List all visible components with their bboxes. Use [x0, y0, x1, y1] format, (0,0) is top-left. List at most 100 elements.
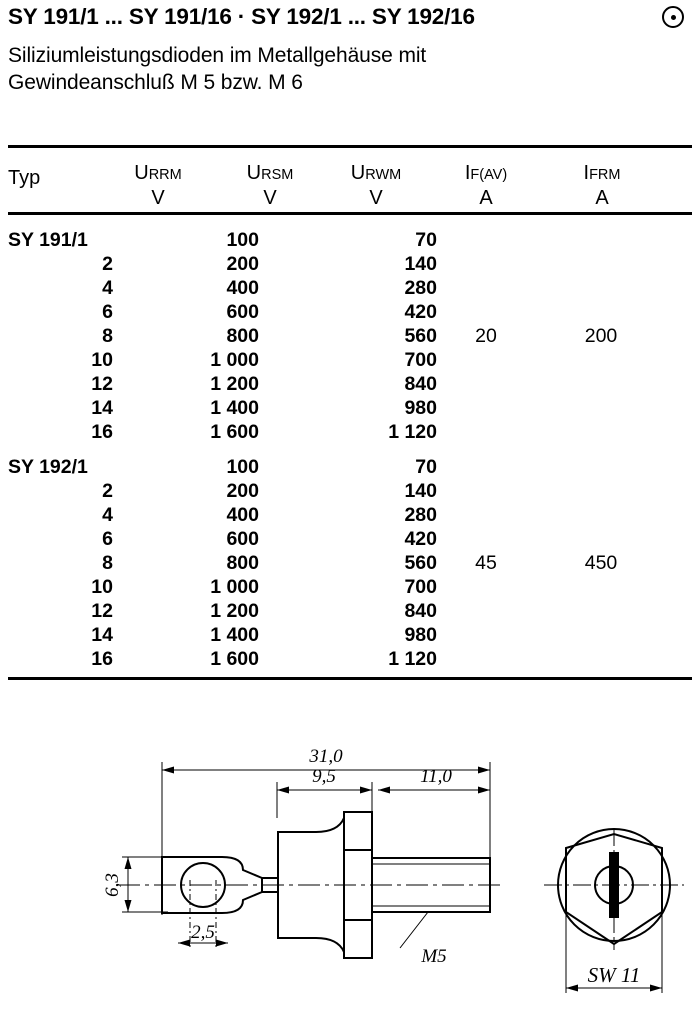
urwm-subscript: RWM — [365, 167, 402, 183]
urwm-value-cell: 70 — [415, 456, 437, 478]
urwm-value-cell: 140 — [404, 480, 437, 502]
arrow-lug-bottom — [124, 900, 132, 912]
table-bottom-rule — [8, 677, 692, 680]
urwm-value-cell: 1 120 — [388, 421, 437, 443]
arrow-total-right — [478, 766, 490, 774]
ursm-symbol: U — [246, 162, 262, 184]
type-suffix-cell: 6 — [102, 528, 113, 550]
urwm-value-cell: 280 — [404, 504, 437, 526]
package-outline-drawing: 31,0 9,5 11,0 6,3 2,5 M5 SW 11 — [0, 700, 700, 1014]
urrm-value-cell: 1 000 — [210, 576, 259, 598]
urrm-value-cell: 1 000 — [210, 349, 259, 371]
ifav-value-cell: 45 — [475, 552, 497, 574]
type-suffix-cell: 12 — [91, 600, 113, 622]
urwm-value-cell: 560 — [404, 325, 437, 347]
type-suffix-cell: 6 — [102, 301, 113, 323]
ifrm-symbol: I — [583, 162, 590, 184]
thread-label: M5 — [420, 946, 446, 967]
arrow-body-left — [277, 786, 289, 794]
dim-label-lug-height: 6,3 — [102, 873, 123, 897]
urrm-value-cell: 1 400 — [210, 397, 259, 419]
arrow-thread-left — [378, 786, 390, 794]
urwm-value-cell: 560 — [404, 552, 437, 574]
urrm-value-cell: 1 600 — [210, 648, 259, 670]
column-header-typ: Typ — [8, 167, 41, 189]
urrm-subscript: RRM — [148, 167, 182, 183]
type-suffix-cell: 16 — [91, 421, 113, 443]
ifav-symbol: I — [464, 162, 471, 184]
urrm-value-cell: 100 — [226, 456, 259, 478]
arrow-sw-right — [650, 984, 662, 992]
type-suffix-cell: 16 — [91, 648, 113, 670]
urrm-value-cell: 400 — [226, 504, 259, 526]
type-suffix-cell: 12 — [91, 373, 113, 395]
urrm-value-cell: 800 — [226, 325, 259, 347]
ifav-unit: A — [479, 187, 493, 209]
urwm-value-cell: 280 — [404, 277, 437, 299]
ifrm-value-cell: 200 — [584, 325, 618, 347]
urwm-value-cell: 840 — [404, 373, 437, 395]
urwm-value-cell: 70 — [415, 229, 437, 251]
dim-label-thread: 11,0 — [420, 766, 452, 787]
dim-label-hole: 2,5 — [191, 922, 215, 943]
urwm-value-cell: 700 — [404, 349, 437, 371]
ursm-unit: V — [263, 187, 277, 209]
column-header-urwm: URWM V — [330, 162, 422, 210]
urwm-value-cell: 980 — [404, 624, 437, 646]
urwm-unit: V — [369, 187, 383, 209]
urwm-value-cell: 980 — [404, 397, 437, 419]
urwm-value-cell: 1 120 — [388, 648, 437, 670]
urrm-value-cell: 600 — [226, 528, 259, 550]
arrow-sw-left — [566, 984, 578, 992]
slot-marking — [609, 852, 619, 918]
arrow-hole-left — [178, 939, 190, 947]
urwm-value-cell: 700 — [404, 576, 437, 598]
type-suffix-cell: 10 — [91, 576, 113, 598]
ifrm-value-cell: 450 — [584, 552, 618, 574]
ursm-subscript: RSM — [261, 167, 294, 183]
urrm-value-cell: 400 — [226, 277, 259, 299]
urrm-unit: V — [151, 187, 165, 209]
table-top-rule — [8, 145, 692, 148]
column-header-ifav: IF(AV) A — [440, 162, 532, 210]
arrow-hole-right — [216, 939, 228, 947]
arrow-lug-top — [124, 857, 132, 869]
urrm-value-cell: 1 600 — [210, 421, 259, 443]
urrm-value-cell: 1 200 — [210, 373, 259, 395]
type-name-cell: SY 191/1 — [8, 229, 88, 251]
dim-label-body: 9,5 — [312, 766, 336, 787]
type-suffix-cell: 4 — [102, 504, 113, 526]
type-suffix-cell: 2 — [102, 480, 113, 502]
urwm-symbol: U — [350, 162, 366, 184]
anode-dot-symbol-icon — [662, 6, 684, 28]
dim-label-total: 31,0 — [308, 746, 343, 767]
urrm-value-cell: 1 200 — [210, 600, 259, 622]
urrm-value-cell: 800 — [226, 552, 259, 574]
across-flats-label: SW 11 — [588, 963, 641, 987]
ifrm-subscript: FRM — [589, 167, 621, 183]
urrm-value-cell: 100 — [226, 229, 259, 251]
type-suffix-cell: 2 — [102, 253, 113, 275]
ifav-subscript: F(AV) — [470, 167, 508, 183]
urwm-value-cell: 840 — [404, 600, 437, 622]
arrow-total-left — [162, 766, 174, 774]
page-subtitle: Siliziumleistungsdioden im Metallgehäuse… — [8, 42, 648, 96]
urrm-value-cell: 200 — [226, 253, 259, 275]
type-suffix-cell: 10 — [91, 349, 113, 371]
type-suffix-cell: 14 — [91, 397, 113, 419]
table-header-rule — [8, 212, 692, 215]
urwm-value-cell: 420 — [404, 528, 437, 550]
arrow-thread-right — [478, 786, 490, 794]
column-header-ursm: URSM V — [224, 162, 316, 210]
hex-end-view — [544, 828, 684, 950]
subtitle-line-2: Gewindeanschluß M 5 bzw. M 6 — [8, 71, 303, 94]
urrm-value-cell: 1 400 — [210, 624, 259, 646]
ifrm-unit: A — [595, 187, 609, 209]
urrm-symbol: U — [134, 162, 149, 184]
type-name-cell: SY 192/1 — [8, 456, 88, 478]
column-header-urrm: URRM V — [112, 162, 204, 210]
urrm-value-cell: 200 — [226, 480, 259, 502]
urwm-value-cell: 420 — [404, 301, 437, 323]
type-suffix-cell: 8 — [102, 325, 113, 347]
subtitle-line-1: Siliziumleistungsdioden im Metallgehäuse… — [8, 44, 427, 67]
